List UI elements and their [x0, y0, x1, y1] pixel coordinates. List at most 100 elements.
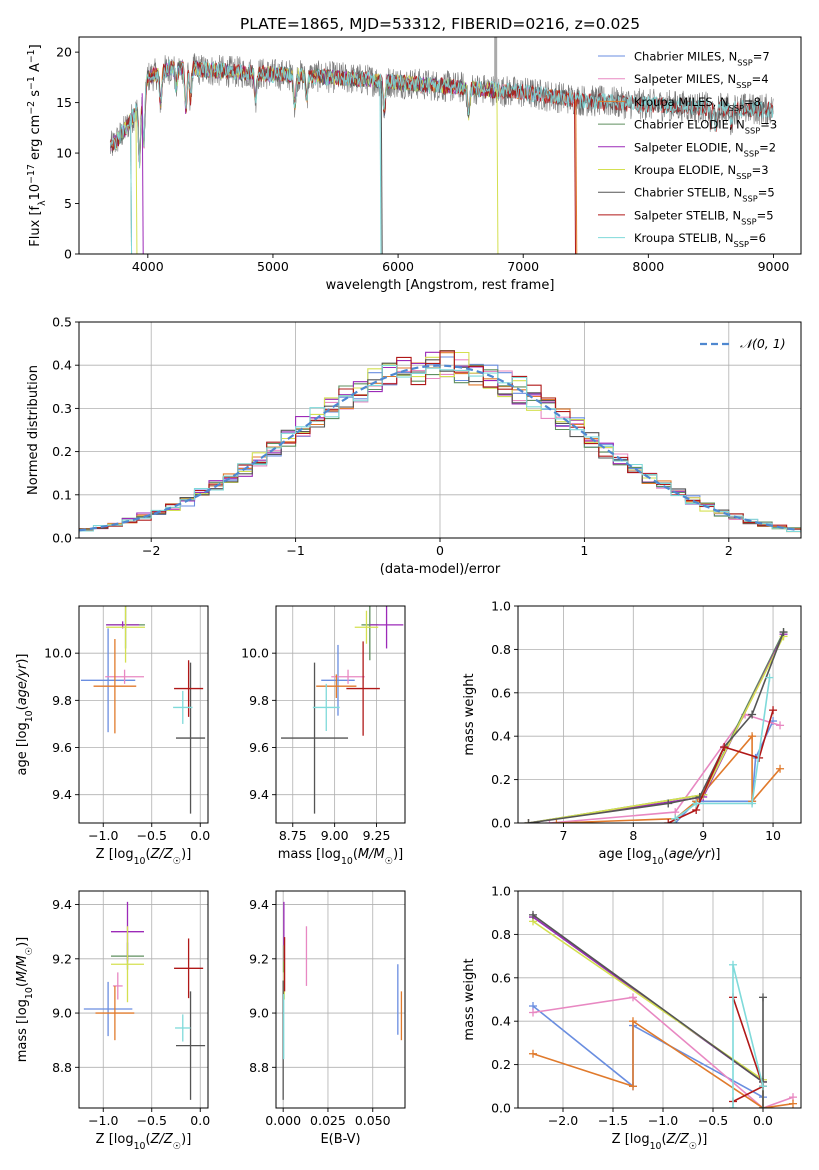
axes-frame	[78, 890, 209, 1109]
plus-marker	[729, 1104, 737, 1108]
weight-vs-age-panel: 7 8 9 10 0.0 0.2 0.4 0.6 0.8 1.0 age [log10(age/yr…	[462, 599, 802, 867]
model-drop-line	[574, 99, 577, 254]
plus-marker	[664, 799, 673, 808]
x-tick-label: 6000	[382, 259, 414, 274]
y-tick-label: 0.8	[491, 927, 511, 942]
plus-marker	[629, 993, 637, 1002]
plus-marker	[729, 960, 737, 969]
y-tick-label: 9.2	[249, 951, 269, 966]
y-tick-label: 9.6	[52, 740, 72, 755]
weight-line	[532, 996, 794, 1108]
mass-vs-metallicity-panel: −1.0 −0.5 0.0 8.8 9.0 9.2 9.4 Z [log10(Z/Z☉)] ma…	[15, 890, 210, 1152]
y-axis-label: age [log10(age/yr)]	[15, 653, 35, 775]
x-tick-label: −1.0	[88, 1113, 118, 1128]
y-tick-label: 9.8	[52, 693, 72, 708]
errorbar-point	[174, 938, 204, 999]
x-tick-label: 1	[580, 543, 588, 558]
y-tick-label: 9.8	[249, 693, 269, 708]
y-tick-label: 8.8	[52, 1060, 72, 1075]
x-axis-label: Z [log10(Z/Z☉)]	[612, 1132, 708, 1152]
legend-label: Salpeter ELODIE, NSSP=2	[634, 140, 776, 158]
errorbar-point	[281, 662, 349, 814]
age-vs-metallicity-panel: −1.0 −0.5 0.0 9.4 9.6 9.8 10.0 Z [log10(Z/Z☉)] a…	[15, 605, 210, 867]
plot-area	[529, 910, 797, 1108]
y-tick-label: 9.4	[52, 787, 72, 802]
plus-marker	[629, 1017, 637, 1026]
x-axis-label: (data-model)/error	[380, 562, 501, 577]
plus-marker	[529, 1049, 537, 1058]
weight-vs-metallicity-panel: −2.0 −1.5 −1.0 −0.5 0.0 0.0 0.2 0.4 0.6 0.8 1.0 Z […	[462, 884, 802, 1152]
y-axis-label: mass [log10(M/M☉)]	[15, 937, 35, 1063]
y-tick-label: 0.6	[491, 970, 511, 985]
x-tick-label: −1.0	[88, 828, 118, 843]
plus-marker	[765, 673, 774, 682]
y-tick-label: 0.4	[491, 729, 511, 744]
errorbar-point	[80, 628, 136, 733]
legend-label: Salpeter STELIB, NSSP=5	[634, 208, 774, 226]
y-tick-label: 0.2	[52, 444, 72, 459]
x-tick-label: 4000	[132, 259, 164, 274]
x-tick-label: 2	[725, 543, 733, 558]
y-tick-label: 5	[64, 196, 72, 211]
axes-frame	[517, 890, 802, 1109]
figure-title: PLATE=1865, MJD=53312, FIBERID=0216, z=0…	[240, 15, 640, 33]
grid-lines	[276, 606, 405, 823]
model-drop-line	[135, 110, 138, 254]
y-tick-label: 10.0	[44, 646, 72, 661]
y-axis-label: Flux [fλ10−17 erg cm−2 s−1 A−1]	[26, 44, 48, 246]
axes: −1.0 −0.5 0.0 9.4 9.6 9.8 10.0 Z [log10(Z/Z☉)] a…	[15, 605, 210, 867]
x-tick-label: 9	[699, 828, 707, 843]
errorbar-point	[346, 641, 380, 736]
spectrum-panel: 4000 5000 6000 7000 8000 9000 0 5 10 15 20 waveleng…	[26, 36, 802, 293]
plot-area	[281, 606, 404, 814]
plot-area	[109, 37, 774, 254]
weight-line	[674, 677, 771, 820]
legend-label: 𝒩(0, 1)	[740, 336, 786, 351]
age-vs-mass-panel: 8.75 9.00 9.25 9.4 9.6 9.8 10.0 mass [log10(M/M…	[241, 605, 406, 867]
legend-label: Kroupa MILES, NSSP=8	[634, 95, 761, 113]
weight-line	[556, 734, 781, 823]
errorbar-point	[354, 610, 379, 644]
plot-area	[83, 901, 206, 1100]
errorbar-point	[105, 669, 144, 684]
y-axis-label: Normed distribution	[26, 365, 41, 495]
errorbar-point	[175, 1014, 191, 1042]
x-tick-label: 8.75	[279, 828, 307, 843]
x-tick-label: 9000	[758, 259, 790, 274]
x-tick-label: 7000	[507, 259, 539, 274]
errorbar-point	[111, 926, 144, 1003]
y-tick-label: 0.1	[52, 487, 72, 502]
axes: −2.0 −1.5 −1.0 −0.5 0.0 0.0 0.2 0.4 0.6 0.8 1.0 Z […	[462, 884, 802, 1152]
errorbar-point	[321, 644, 355, 716]
plus-marker	[629, 1082, 637, 1091]
weight-line	[532, 914, 764, 1108]
y-tick-label: 0.6	[491, 685, 511, 700]
x-tick-label: 7	[559, 828, 567, 843]
legend-label: Chabrier STELIB, NSSP=5	[634, 186, 775, 204]
y-tick-label: 15	[56, 95, 72, 110]
errorbar-point	[106, 606, 145, 663]
y-tick-label: 1.0	[491, 884, 511, 899]
grid-lines	[79, 891, 208, 1108]
x-tick-label: 0.0	[190, 1113, 210, 1128]
axes-frame	[78, 605, 209, 824]
grid-lines	[79, 606, 208, 823]
y-tick-label: 10	[56, 146, 72, 161]
gaussian-curve	[79, 364, 799, 532]
y-tick-label: 9.6	[249, 740, 269, 755]
x-axis-label: wavelength [Angstrom, rest frame]	[326, 278, 555, 293]
y-tick-label: 9.4	[249, 897, 269, 912]
axes: −2 −1 0 1 2 0.0 0.1 0.2 0.3 0.4 0.5 (data-model)/er…	[26, 315, 802, 577]
x-tick-label: 10	[765, 828, 781, 843]
x-tick-label: 0.0	[190, 828, 210, 843]
plus-marker	[759, 1104, 767, 1108]
histogram-steps	[79, 364, 801, 534]
model-drop-line	[130, 120, 133, 254]
weight-line	[549, 713, 781, 823]
y-tick-label: 0.4	[52, 358, 72, 373]
y-tick-label: 0.5	[52, 315, 72, 330]
model-spectrum-line	[109, 58, 774, 169]
axes-frame	[517, 605, 802, 824]
legend-label: Chabrier MILES, NSSP=7	[634, 50, 770, 68]
